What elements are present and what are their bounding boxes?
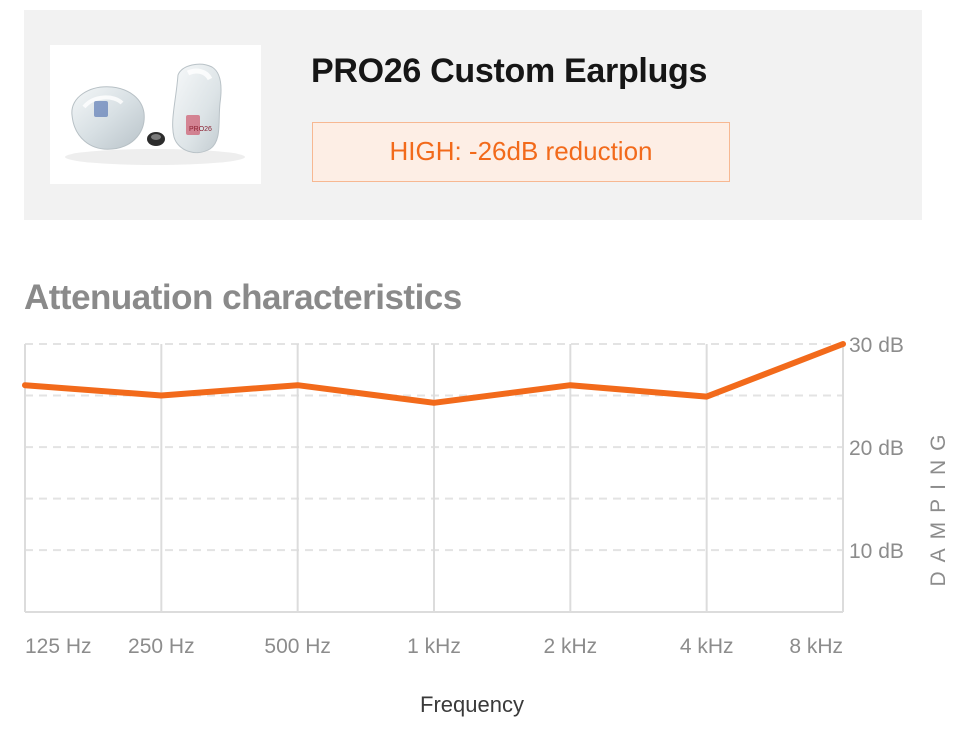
chart-grid (24, 343, 844, 613)
x-axis-title: Frequency (420, 692, 524, 717)
chart-series (22, 341, 846, 406)
x-axis-ticks: 125 Hz 250 Hz 500 Hz 1 kHz 2 kHz 4 kHz 8 kHz (25, 635, 843, 658)
attenuation-chart: 10 dB 20 dB 30 dB 125 Hz 250 Hz 500 Hz 1 kHz 2… (22, 334, 950, 717)
product-title: PRO26 Custom Earplugs (311, 52, 708, 90)
x-tick-label: 125 Hz (25, 635, 92, 658)
product-image: PRO26 (50, 45, 261, 184)
svg-text:PRO26: PRO26 (189, 126, 212, 133)
x-tick-label: 4 kHz (680, 635, 734, 658)
section-title: Attenuation characteristics (24, 278, 462, 317)
y-axis-ticks: 10 dB 20 dB 30 dB (849, 334, 904, 563)
y-tick-label: 10 dB (849, 540, 904, 563)
x-tick-label: 1 kHz (407, 635, 461, 658)
product-card: PRO26 PRO26 Custom Earplugs HIGH: -26dB … (24, 10, 922, 220)
y-tick-label: 30 dB (849, 334, 904, 357)
x-tick-label: 2 kHz (543, 635, 597, 658)
x-tick-label: 8 kHz (789, 635, 843, 658)
x-tick-label: 250 Hz (128, 635, 195, 658)
attenuation-badge: HIGH: -26dB reduction (312, 122, 730, 182)
y-axis-title: DAMPING (927, 425, 950, 586)
series-line (22, 341, 846, 406)
earplugs-photo-icon: PRO26 (65, 63, 245, 165)
x-tick-label: 500 Hz (264, 635, 331, 658)
y-tick-label: 20 dB (849, 437, 904, 460)
